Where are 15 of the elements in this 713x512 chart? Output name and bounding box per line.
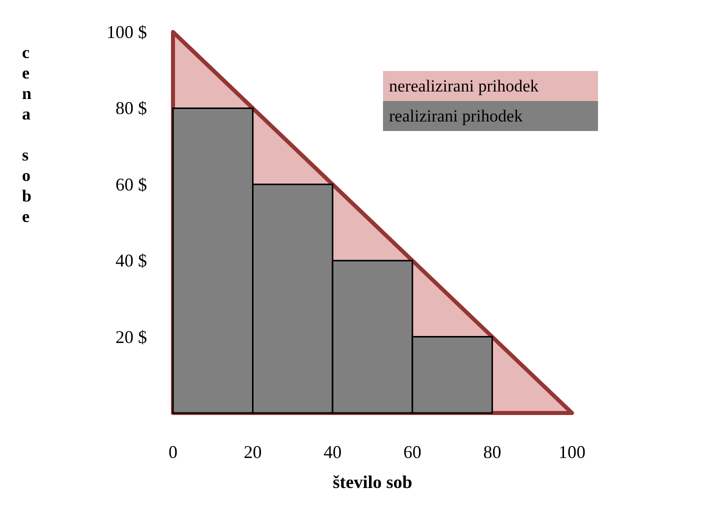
x-tick-label: 80	[483, 442, 502, 462]
y-tick-label: 100 $	[106, 22, 147, 42]
text: cena sobe	[22, 42, 32, 226]
text: realizirani prihodek	[389, 106, 524, 126]
y-tick-label: 80 $	[116, 98, 147, 118]
x-axis-title: število sob	[332, 472, 412, 492]
x-tick-label: 60	[403, 442, 422, 462]
x-tick-label: 40	[324, 442, 342, 462]
x-tick-label: 0	[168, 442, 178, 462]
y-tick-label: 60 $	[116, 174, 147, 194]
y-tick-label: 20 $	[116, 326, 147, 347]
y-tick-label: 40 $	[116, 250, 147, 271]
x-tick-label: 100	[558, 442, 586, 462]
x-tick-label: 20	[244, 442, 262, 462]
text: nerealizirani prihodek	[389, 76, 540, 96]
